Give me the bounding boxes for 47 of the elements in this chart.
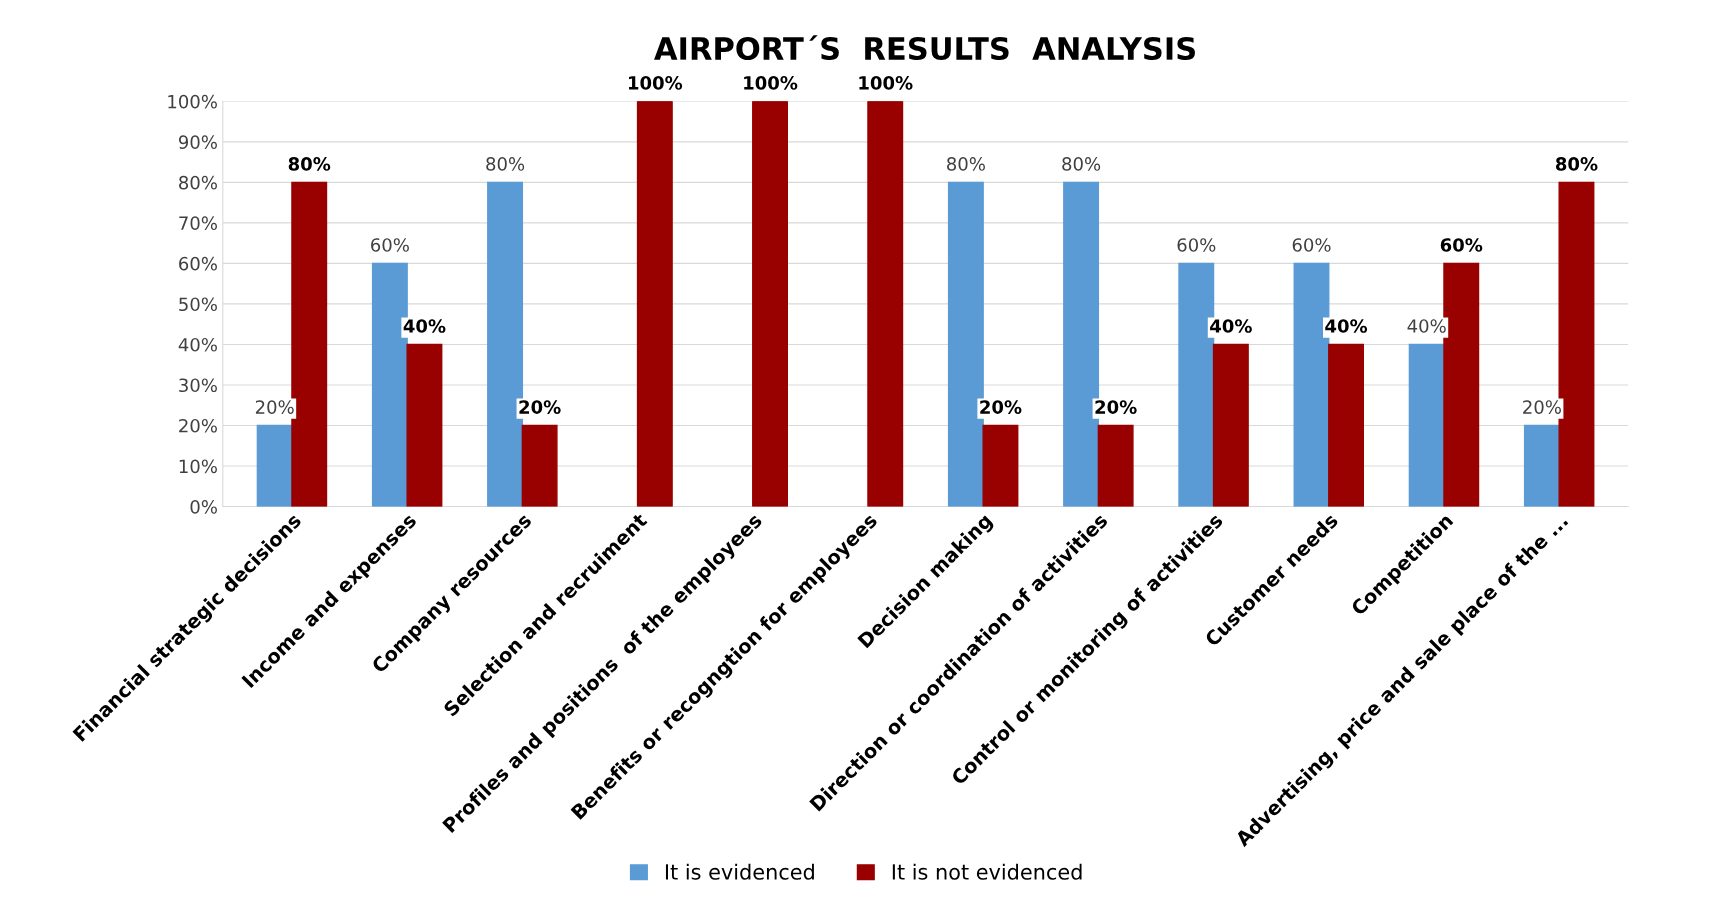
- data-label: 20%: [980, 400, 1022, 414]
- y-tick-label: 20%: [179, 418, 217, 433]
- data-label: 40%: [1325, 319, 1368, 333]
- bar: [521, 424, 558, 507]
- data-label: 20%: [1523, 400, 1561, 414]
- data-label: 100%: [859, 76, 913, 90]
- bar: [1097, 424, 1134, 507]
- y-tick-label: 70%: [179, 216, 217, 230]
- legend-label: It is not evidenced: [892, 863, 1082, 880]
- bar: [1408, 343, 1445, 507]
- y-tick-label: 30%: [179, 378, 217, 393]
- data-label: 20%: [1095, 400, 1137, 414]
- chart-title: AIRPORT´S RESULTS ANALYSIS: [654, 35, 1195, 61]
- bar: [1328, 343, 1365, 507]
- y-tick-label: 60%: [179, 256, 217, 271]
- data-label: 60%: [1440, 238, 1483, 252]
- data-label: 40%: [1210, 319, 1252, 333]
- data-label: 20%: [519, 400, 561, 414]
- data-label: 80%: [486, 157, 525, 171]
- legend-label: It is evidenced: [665, 863, 814, 880]
- data-label: 80%: [1555, 157, 1598, 171]
- data-label: 80%: [947, 157, 985, 171]
- data-label: 60%: [1292, 238, 1331, 252]
- data-label: 40%: [1407, 319, 1446, 333]
- y-tick-label: 100%: [168, 94, 217, 109]
- data-label: 80%: [1062, 157, 1101, 171]
- bar: [867, 101, 904, 507]
- data-label: 60%: [371, 238, 409, 252]
- bar: [636, 101, 673, 507]
- bar: [1212, 343, 1249, 507]
- y-tick-label: 0%: [190, 500, 217, 514]
- data-label: 60%: [1177, 238, 1216, 252]
- y-tick-label: 80%: [179, 175, 217, 190]
- data-label: 40%: [403, 319, 446, 333]
- data-label: 100%: [744, 76, 798, 90]
- bar: [982, 424, 1019, 507]
- y-tick-label: 40%: [178, 337, 217, 352]
- data-label: 20%: [255, 400, 294, 414]
- y-tick-label: 10%: [179, 459, 217, 474]
- bar: [256, 424, 293, 507]
- bar: [1523, 424, 1560, 507]
- bar: [406, 343, 443, 507]
- data-label: 100%: [628, 76, 683, 90]
- y-tick-label: 90%: [178, 135, 217, 149]
- y-tick-label: 50%: [179, 297, 217, 312]
- data-label: 80%: [288, 157, 331, 171]
- bar: [752, 101, 789, 507]
